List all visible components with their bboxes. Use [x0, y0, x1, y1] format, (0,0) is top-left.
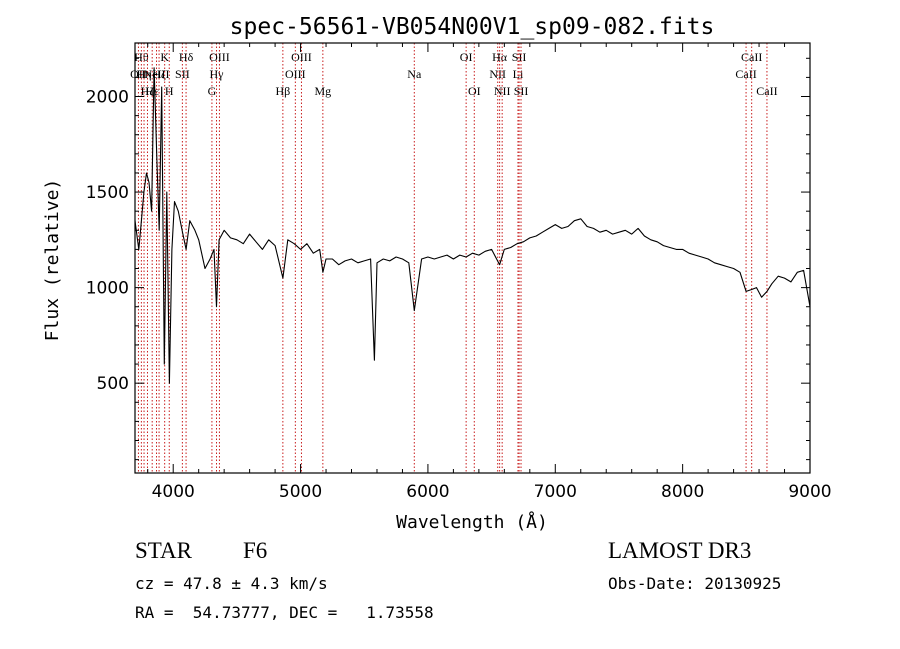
spectral-line-label-27: CaII [735, 67, 756, 81]
x-tick-label-2: 6000 [406, 482, 449, 502]
x-axis-label: Wavelength (Å) [396, 511, 548, 533]
spectral-line-label-12: Hγ [210, 67, 225, 81]
spectrum-series [134, 67, 811, 384]
spectral-line-label-4: Hε [145, 84, 159, 98]
y-axis-label: Flux (relative) [42, 179, 63, 342]
spectral-line-label-13: OIII [209, 50, 230, 64]
spectral-line-label-21: NII [489, 67, 506, 81]
x-tick-label-5: 9000 [788, 482, 831, 502]
spectrum-line-0 [134, 67, 811, 384]
spectral-line-markers: OIIHθHηHζHεNeIIIHζKHSIIHδGHγOIIIHβOIIIOI… [130, 43, 778, 473]
spectral-line-label-28: CaII [741, 50, 762, 64]
obs-date: Obs-Date: 20130925 [608, 574, 782, 593]
spectral-line-label-11: G [208, 84, 217, 98]
redshift-line: cz = 47.8 ± 4.3 km/s [135, 574, 328, 593]
x-tick-label-1: 5000 [279, 482, 322, 502]
spectral-line-label-18: Na [407, 67, 422, 81]
spectral-line-label-23: NII [494, 84, 511, 98]
plot-frame [134, 42, 811, 474]
spectral-line-label-7: K [160, 50, 169, 64]
spectral-line-label-19: OI [460, 50, 473, 64]
spectral-line-label-14: Hβ [275, 84, 290, 98]
x-tick-label-0: 4000 [152, 482, 195, 502]
object-subclass: F6 [243, 538, 268, 563]
survey-label: LAMOST DR3 [608, 538, 752, 563]
spectral-line-label-17: Mg [315, 84, 332, 98]
coordinates: RA = 54.73777, DEC = 1.73558 [135, 603, 434, 622]
axes: 4000 5000 6000 7000 8000 9000 500 1000 1500 2000 [86, 43, 832, 502]
spectral-line-label-9: SII [175, 67, 190, 81]
x-tick-label-4: 8000 [661, 482, 704, 502]
spectral-line-label-22: Hα [492, 50, 508, 64]
spectral-line-label-2: Hη [137, 67, 152, 81]
spectral-line-label-15: OIII [285, 67, 306, 81]
spectral-line-label-25: SII [512, 50, 527, 64]
y-tick-label-1: 1000 [86, 279, 129, 299]
chart-title: spec-56561-VB054N00V1_sp09-082.fits [230, 14, 715, 40]
spectral-line-label-20: OI [468, 84, 481, 98]
spectral-line-label-0: OII [130, 67, 147, 81]
spectral-line-label-5: NeIII [144, 67, 170, 81]
spectral-line-label-3: Hζ [141, 84, 155, 98]
x-tick-label-3: 7000 [534, 482, 577, 502]
y-tick-label-2: 1500 [86, 183, 129, 203]
spectral-line-label-16: OIII [291, 50, 312, 64]
y-tick-label-0: 500 [97, 374, 129, 394]
y-tick-label-3: 2000 [86, 88, 129, 108]
spectral-line-label-6: Hζ [152, 67, 166, 81]
spectral-line-label-8: H [165, 84, 174, 98]
spectral-line-label-26: SII [514, 84, 529, 98]
spectral-line-label-10: Hδ [179, 50, 194, 64]
spectral-line-label-24: Li [513, 67, 524, 81]
object-class: STAR [135, 538, 192, 563]
spectral-line-label-29: CaII [756, 84, 777, 98]
spectral-line-label-1: Hθ [134, 50, 149, 64]
